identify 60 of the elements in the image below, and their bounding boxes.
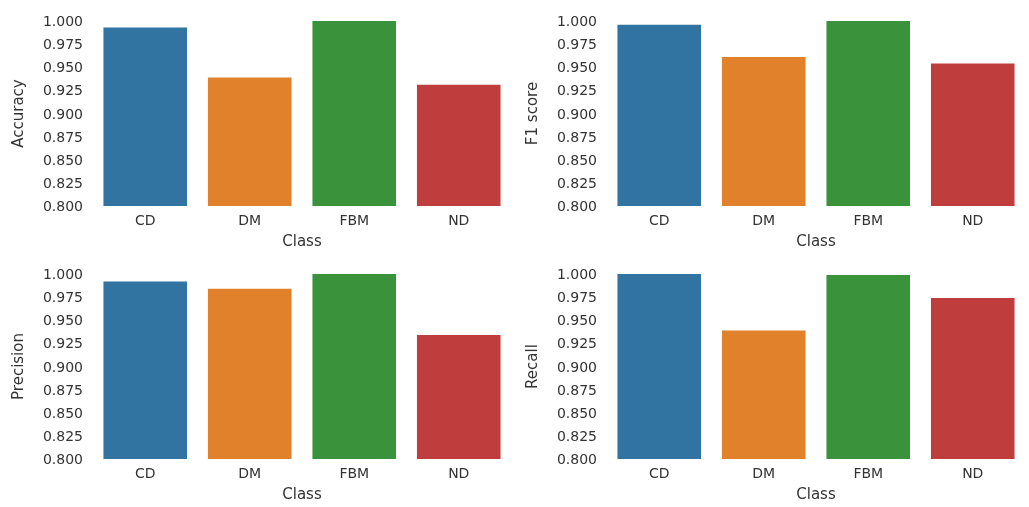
y-tick-label: 0.900 bbox=[42, 105, 83, 122]
x-tick-label: CD bbox=[134, 212, 156, 228]
x-tick-label: ND bbox=[448, 465, 470, 481]
y-tick-label: 0.800 bbox=[556, 198, 597, 214]
x-tick-label: CD bbox=[648, 212, 670, 228]
y-axis-title: Recall bbox=[522, 344, 541, 389]
x-tick-label: DM bbox=[238, 212, 262, 228]
x-tick-label: ND bbox=[962, 212, 984, 228]
x-tick-label: CD bbox=[134, 465, 156, 481]
y-tick-label: 1.000 bbox=[556, 266, 597, 282]
y-tick-label: 0.900 bbox=[42, 358, 83, 375]
y-tick-label: 1.000 bbox=[42, 266, 83, 282]
y-tick-label: 0.875 bbox=[556, 128, 597, 145]
y-axis-title: F1 score bbox=[522, 81, 541, 146]
y-tick-label: 0.975 bbox=[42, 36, 83, 53]
y-tick-label: 1.000 bbox=[556, 13, 597, 29]
y-tick-label: 0.825 bbox=[556, 174, 597, 191]
y-tick-label: 0.850 bbox=[556, 151, 597, 168]
y-axis-title: Precision bbox=[8, 333, 27, 400]
y-tick-label: 0.900 bbox=[556, 105, 597, 122]
y-tick-label: 0.950 bbox=[42, 312, 83, 329]
y-tick-label: 0.800 bbox=[42, 451, 83, 467]
y-tick-label: 0.825 bbox=[556, 427, 597, 444]
x-tick-label: FBM bbox=[339, 212, 370, 228]
x-tick-label: DM bbox=[238, 465, 262, 481]
y-tick-label: 0.800 bbox=[556, 451, 597, 467]
y-tick-label: 1.000 bbox=[42, 13, 83, 29]
y-tick-label: 0.825 bbox=[42, 174, 83, 191]
x-axis-title: Class bbox=[796, 484, 836, 503]
x-tick-label: FBM bbox=[853, 465, 884, 481]
x-tick-label: FBM bbox=[853, 212, 884, 228]
x-tick-label: DM bbox=[752, 212, 776, 228]
y-tick-label: 0.950 bbox=[42, 59, 83, 76]
y-tick-label: 0.950 bbox=[556, 59, 597, 76]
y-tick-label: 0.850 bbox=[556, 404, 597, 421]
y-tick-label: 0.850 bbox=[42, 151, 83, 168]
y-tick-label: 0.875 bbox=[42, 128, 83, 145]
y-axis-title: Accuracy bbox=[8, 79, 27, 148]
y-tick-label: 0.975 bbox=[42, 289, 83, 306]
y-tick-label: 0.925 bbox=[42, 335, 83, 352]
x-axis-title: Class bbox=[282, 484, 322, 503]
y-tick-label: 0.925 bbox=[556, 82, 597, 99]
x-axis-title: Class bbox=[796, 231, 836, 250]
y-tick-label: 0.825 bbox=[42, 427, 83, 444]
y-tick-label: 0.900 bbox=[556, 358, 597, 375]
x-tick-label: ND bbox=[962, 465, 984, 481]
y-tick-label: 0.975 bbox=[556, 289, 597, 306]
x-tick-label: DM bbox=[752, 465, 776, 481]
y-tick-label: 0.875 bbox=[42, 381, 83, 398]
x-tick-label: FBM bbox=[339, 465, 370, 481]
x-tick-label: CD bbox=[648, 465, 670, 481]
y-tick-label: 0.950 bbox=[556, 312, 597, 329]
y-tick-label: 0.800 bbox=[42, 198, 83, 214]
y-tick-label: 0.925 bbox=[556, 335, 597, 352]
x-tick-label: ND bbox=[448, 212, 470, 228]
y-tick-label: 0.925 bbox=[42, 82, 83, 99]
x-axis-title: Class bbox=[282, 231, 322, 250]
y-tick-label: 0.975 bbox=[556, 36, 597, 53]
y-tick-label: 0.875 bbox=[556, 381, 597, 398]
y-tick-label: 0.850 bbox=[42, 404, 83, 421]
